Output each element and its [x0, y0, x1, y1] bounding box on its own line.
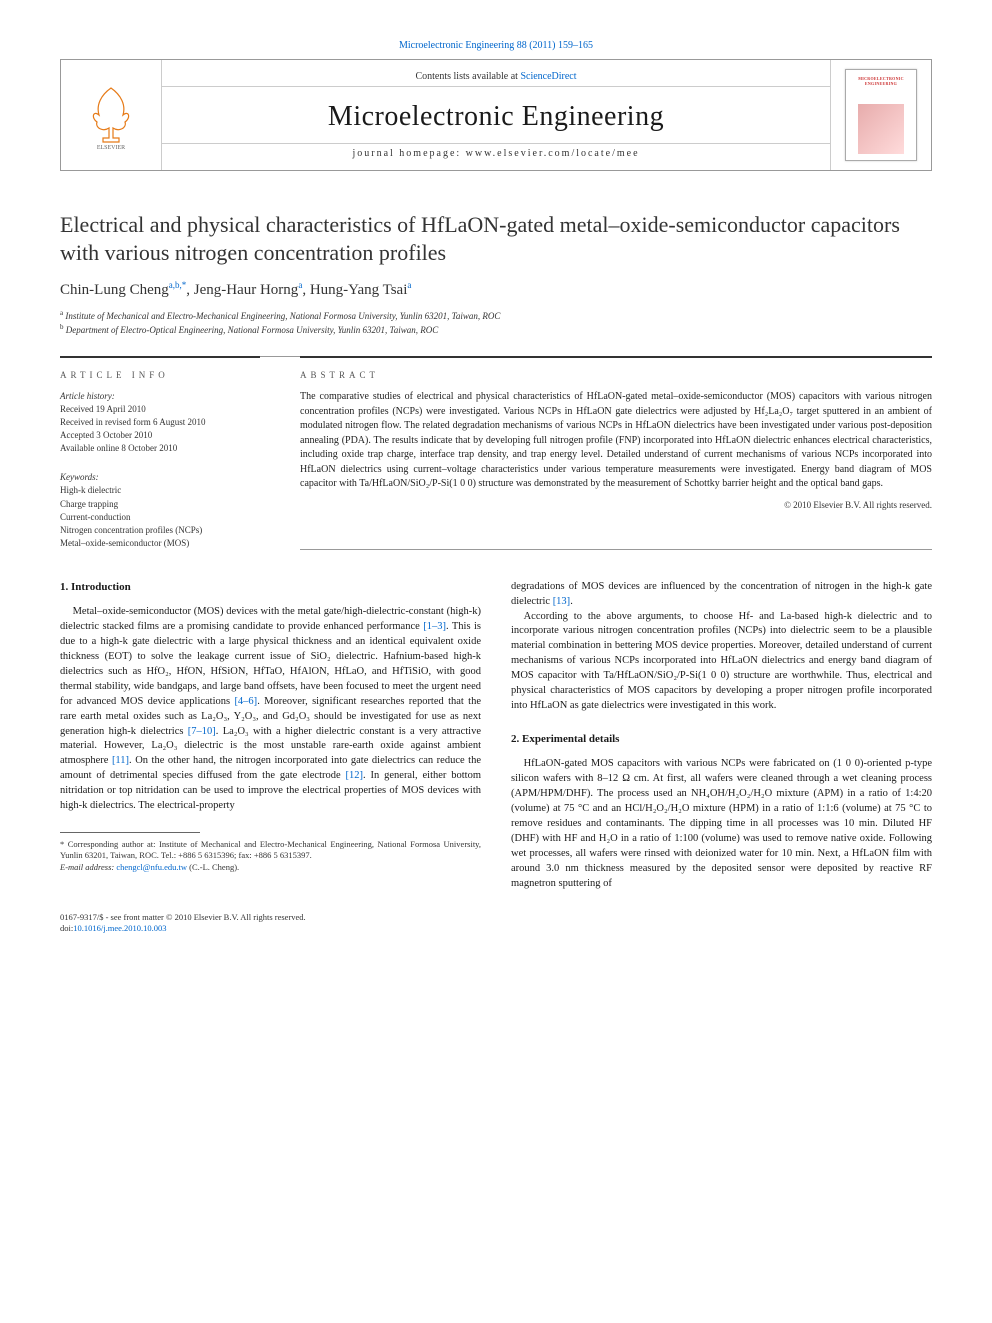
history-received: Received 19 April 2010	[60, 404, 146, 414]
sec1-text-b: . This is due to a high-k gate dielectri…	[60, 621, 481, 707]
ref-13[interactable]: [13]	[553, 596, 571, 607]
section-1-title: 1. Introduction	[60, 580, 481, 596]
ref-7-10[interactable]: [7–10]	[188, 726, 216, 737]
doi-link[interactable]: 10.1016/j.mee.2010.10.003	[73, 923, 166, 933]
masthead: ELSEVIER Contents lists available at Sci…	[60, 59, 932, 171]
email-suffix: (C.-L. Cheng).	[187, 862, 239, 872]
keyword-0: High-k dielectric	[60, 485, 121, 495]
ref-12[interactable]: [12]	[346, 770, 364, 781]
history-accepted: Accepted 3 October 2010	[60, 430, 152, 440]
sec1-text-a: Metal–oxide-semiconductor (MOS) devices …	[60, 606, 481, 632]
keyword-1: Charge trapping	[60, 499, 118, 509]
email-label: E-mail address:	[60, 862, 116, 872]
keywords-block: Keywords: High-k dielectric Charge trapp…	[60, 471, 260, 549]
author-3: , Hung-Yang Tsai	[302, 282, 407, 298]
keyword-3: Nitrogen concentration profiles (NCPs)	[60, 525, 202, 535]
column-left: 1. Introduction Metal–oxide-semiconducto…	[60, 580, 481, 892]
keyword-4: Metal–oxide-semiconductor (MOS)	[60, 538, 189, 548]
col2-text-b: .	[570, 596, 573, 607]
affil-a: Institute of Mechanical and Electro-Mech…	[63, 311, 500, 321]
column-right: degradations of MOS devices are influenc…	[511, 580, 932, 892]
abstract-heading: abstract	[300, 370, 932, 380]
citation-link[interactable]: Microelectronic Engineering 88 (2011) 15…	[60, 40, 932, 51]
history-revised: Received in revised form 6 August 2010	[60, 417, 205, 427]
journal-homepage: journal homepage: www.elsevier.com/locat…	[162, 143, 830, 159]
bottom-meta: 0167-9317/$ - see front matter © 2010 El…	[60, 912, 932, 935]
article-info-heading: article info	[60, 370, 260, 380]
article-history: Article history: Received 19 April 2010 …	[60, 390, 260, 455]
cover-thumb-box: MICROELECTRONIC ENGINEERING	[830, 60, 931, 170]
keyword-2: Current-conduction	[60, 512, 130, 522]
issn-line: 0167-9317/$ - see front matter © 2010 El…	[60, 912, 932, 923]
abstract-copyright: © 2010 Elsevier B.V. All rights reserved…	[300, 500, 932, 510]
author-1: Chin-Lung Cheng	[60, 282, 169, 298]
author-list: Chin-Lung Chenga,b,*, Jeng-Haur Horng a, …	[60, 280, 932, 299]
journal-cover-icon: MICROELECTRONIC ENGINEERING	[845, 69, 917, 161]
svg-text:ELSEVIER: ELSEVIER	[97, 145, 125, 150]
corresponding-footnote: * Corresponding author at: Institute of …	[60, 839, 481, 873]
publisher-logo-box: ELSEVIER	[61, 60, 162, 170]
footnote-separator	[60, 832, 200, 833]
cover-thumb-title: MICROELECTRONIC ENGINEERING	[846, 70, 916, 86]
section-2-title: 2. Experimental details	[511, 732, 932, 748]
affil-b: Department of Electro-Optical Engineerin…	[64, 325, 439, 335]
ref-4-6[interactable]: [4–6]	[234, 696, 257, 707]
history-label: Article history:	[60, 391, 115, 401]
article-title: Electrical and physical characteristics …	[60, 211, 932, 266]
ref-11[interactable]: [11]	[112, 755, 129, 766]
sec2-p1: HfLaON-gated MOS capacitors with various…	[511, 757, 932, 891]
keywords-label: Keywords:	[60, 472, 99, 482]
col2-p2: According to the above arguments, to cho…	[511, 610, 932, 714]
contents-line: Contents lists available at ScienceDirec…	[162, 71, 830, 87]
corr-text: * Corresponding author at: Institute of …	[60, 839, 481, 862]
sciencedirect-link[interactable]: ScienceDirect	[520, 71, 576, 82]
author-2: , Jeng-Haur Horng	[186, 282, 298, 298]
affiliations: a Institute of Mechanical and Electro-Me…	[60, 309, 932, 336]
author-1-sup: a,b,*	[169, 280, 187, 290]
email-link[interactable]: chengcl@nfu.edu.tw	[116, 862, 187, 872]
author-3-sup: a	[407, 280, 411, 290]
journal-title: Microelectronic Engineering	[328, 101, 664, 133]
elsevier-tree-icon: ELSEVIER	[81, 80, 141, 150]
doi-label: doi:	[60, 923, 73, 933]
abstract-text: The comparative studies of electrical an…	[300, 390, 932, 492]
ref-1-3[interactable]: [1–3]	[423, 621, 446, 632]
history-online: Available online 8 October 2010	[60, 443, 177, 453]
contents-prefix: Contents lists available at	[415, 71, 520, 82]
col2-text-a: degradations of MOS devices are influenc…	[511, 581, 932, 607]
